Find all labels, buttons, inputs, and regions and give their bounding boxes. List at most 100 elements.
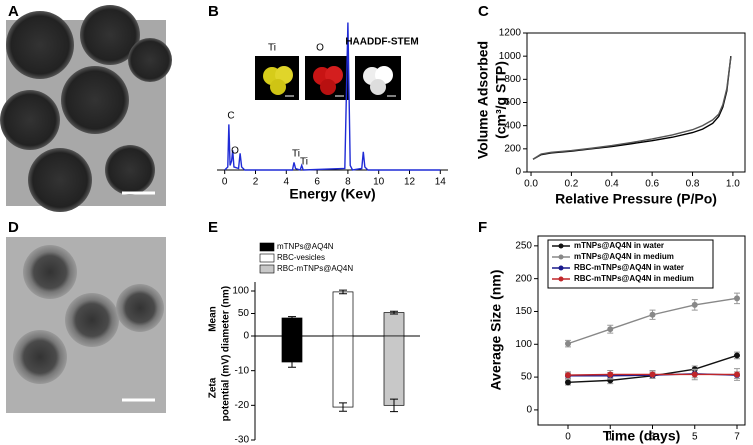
- y-tick-label: 200: [515, 273, 532, 284]
- y-tick-label: 50: [238, 308, 250, 319]
- y-tick-label: 1200: [499, 28, 522, 39]
- eds-insets: [255, 56, 401, 100]
- y-axis-label: (cm³/g STP): [493, 61, 509, 139]
- y-tick-label: 600: [504, 97, 521, 108]
- x-axis-label: Energy (Kev): [289, 186, 375, 202]
- annotation: HAADDF-STEM: [345, 37, 418, 48]
- error-bar: [390, 398, 398, 413]
- point: [565, 340, 571, 347]
- x-tick-label: 0: [222, 177, 228, 188]
- panel-label: A: [8, 3, 19, 20]
- x-tick-label: 10: [373, 177, 385, 188]
- series-line: [532, 57, 732, 160]
- y-tick-label: 0: [526, 405, 532, 416]
- error-bar: [288, 356, 296, 368]
- error-bar: [339, 402, 347, 412]
- x-tick-label: 2: [253, 177, 259, 188]
- y-tick-label: 800: [504, 74, 521, 85]
- y-tick-label: -30: [235, 435, 250, 445]
- legend-swatch: [259, 264, 275, 274]
- y-tick-label: 400: [504, 120, 521, 131]
- legend-label: RBC-mTNPs@AQ4N in medium: [574, 274, 694, 283]
- x-tick-label: 0: [565, 432, 571, 443]
- error-bar: [339, 289, 347, 295]
- bar: [332, 291, 354, 337]
- point: [691, 371, 698, 378]
- y-tick-label: -20: [235, 400, 250, 411]
- annotation: O: [316, 43, 324, 54]
- point: [734, 371, 740, 378]
- legend-label: RBC-mTNPs@AQ4N in water: [574, 263, 684, 272]
- x-tick-label: 7: [734, 432, 740, 443]
- x-tick-label: 4: [284, 177, 290, 188]
- y-tick-label: -10: [235, 365, 250, 376]
- point: [607, 326, 614, 333]
- x-tick-label: 0.0: [524, 179, 538, 190]
- point: [691, 301, 698, 308]
- y-tick-label: 100: [232, 286, 249, 297]
- annotation: Ti: [268, 43, 276, 54]
- y-axis-label: Average Size (nm): [488, 270, 504, 391]
- error-bar: [390, 310, 398, 315]
- y-tick-label: 50: [521, 372, 533, 383]
- point: [565, 372, 571, 379]
- point: [607, 371, 614, 378]
- y-axis-label: Zeta: [208, 377, 219, 398]
- panel-label: C: [478, 3, 489, 20]
- series-line: [224, 22, 441, 171]
- legend-swatch: [259, 253, 275, 263]
- legend-label: RBC-vesicles: [277, 253, 325, 262]
- legend-label: mTNPs@AQ4N: [277, 242, 334, 251]
- annotation: C: [227, 111, 234, 122]
- annotation: O: [231, 146, 239, 157]
- y-tick-label: 0: [243, 331, 249, 342]
- x-tick-label: 8: [345, 177, 351, 188]
- legend-marker: [558, 243, 564, 249]
- x-axis-label: Time (days): [603, 428, 681, 444]
- point: [649, 371, 656, 378]
- y-axis-label: Volume Adsorbed: [475, 41, 491, 159]
- x-tick-label: 0.2: [564, 179, 578, 190]
- bar: [281, 317, 303, 337]
- legend-marker: [558, 276, 564, 282]
- x-axis-label: Relative Pressure (P/Po): [555, 191, 717, 207]
- y-tick-label: 150: [515, 306, 532, 317]
- legend-label: RBC-mTNPs@AQ4N: [277, 264, 353, 273]
- tem-image-d: [6, 237, 166, 413]
- point: [565, 379, 571, 386]
- x-tick-label: 0.8: [686, 179, 700, 190]
- x-tick-label: 14: [435, 177, 447, 188]
- y-axis-label: potential (mV): [221, 355, 232, 422]
- x-tick-label: 1.0: [726, 179, 740, 190]
- bar: [383, 335, 405, 406]
- legend-swatch: [259, 242, 275, 252]
- plot-frame: [537, 235, 746, 426]
- x-tick-label: 3: [650, 432, 656, 443]
- y-tick-label: 0: [515, 167, 521, 178]
- annotation: Ti: [300, 157, 308, 168]
- x-tick-label: 6: [314, 177, 320, 188]
- x-tick-label: 5: [692, 432, 698, 443]
- y-tick-label: 100: [515, 339, 532, 350]
- bar: [383, 312, 405, 337]
- tem-image-a: [0, 5, 172, 212]
- panel-label: F: [478, 219, 487, 236]
- x-tick-label: 1: [607, 432, 613, 443]
- y-tick-label: 1000: [499, 51, 522, 62]
- x-tick-label: 12: [404, 177, 416, 188]
- panel-label: D: [8, 219, 19, 236]
- y-axis-label: Mean: [208, 306, 219, 332]
- point: [734, 295, 740, 302]
- x-tick-label: 0.4: [605, 179, 619, 190]
- bar: [332, 335, 354, 408]
- series-line: [567, 297, 738, 345]
- point: [649, 311, 656, 318]
- y-axis-label: diameter (nm): [221, 286, 232, 352]
- point: [734, 352, 740, 359]
- legend-label: mTNPs@AQ4N in medium: [574, 252, 674, 261]
- x-tick-label: 0.6: [645, 179, 659, 190]
- legend-label: mTNPs@AQ4N in water: [574, 241, 664, 250]
- panel-label: B: [208, 3, 219, 20]
